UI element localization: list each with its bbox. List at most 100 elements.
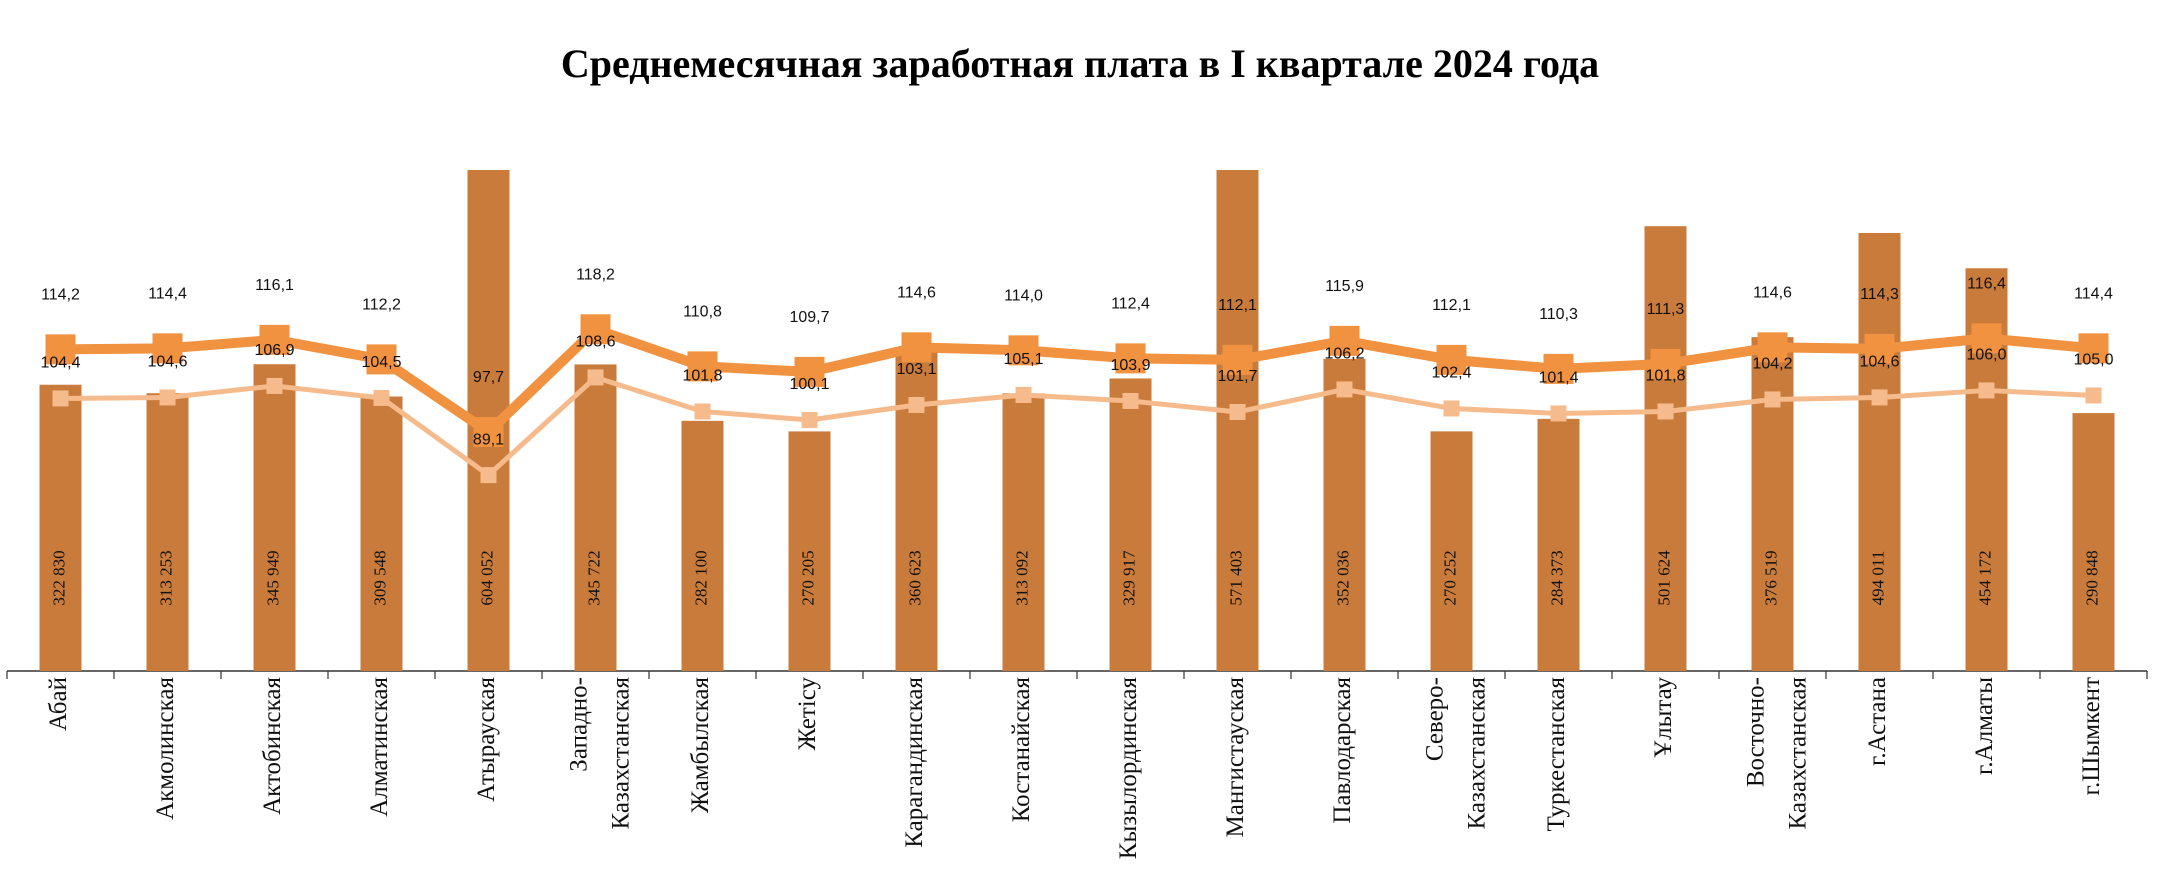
line-value-label: 116,4 xyxy=(1967,276,2006,293)
line-marker xyxy=(1757,332,1788,363)
line-marker xyxy=(1864,333,1895,364)
x-tick-label: Карагандинская xyxy=(901,676,928,847)
line-marker xyxy=(1871,389,1888,406)
line-value-label: 108,6 xyxy=(575,334,615,351)
line-marker xyxy=(687,351,718,382)
bar-value-label: 313 092 xyxy=(1012,550,1031,605)
line-marker xyxy=(1222,344,1253,375)
bar xyxy=(1323,358,1366,671)
x-tick-label: г.Алматы xyxy=(1971,677,1998,775)
line-value-label: 104,4 xyxy=(40,355,80,372)
line-marker xyxy=(366,344,397,375)
bar xyxy=(1644,226,1687,671)
bar xyxy=(2072,413,2115,671)
line-marker xyxy=(1115,343,1146,374)
x-tick-label: Западно- Казахстанская xyxy=(565,677,634,830)
line-marker xyxy=(159,389,176,406)
line-value-label: 101,4 xyxy=(1538,370,1578,387)
bar-value-label: 604 052 xyxy=(477,550,496,605)
line-marker xyxy=(1229,403,1246,420)
line-marker xyxy=(1336,381,1353,398)
line-value-label: 114,6 xyxy=(897,285,936,302)
line-value-label: 104,5 xyxy=(361,354,401,371)
line-value-label: 116,1 xyxy=(255,277,294,294)
line-value-label: 118,2 xyxy=(576,267,615,284)
line-marker xyxy=(908,396,925,413)
line-value-label: 106,2 xyxy=(1324,346,1364,363)
bar-value-label: 270 205 xyxy=(798,550,817,605)
x-tick-label: Акмолинская xyxy=(152,677,179,820)
line-marker xyxy=(1650,348,1681,379)
bar-value-label: 345 722 xyxy=(584,550,603,605)
line-marker xyxy=(1443,400,1460,417)
line-value-label: 114,6 xyxy=(1753,285,1792,302)
x-tick-label: Костанайская xyxy=(1008,677,1035,823)
line-marker xyxy=(801,411,818,428)
line-value-label: 112,1 xyxy=(1432,297,1471,314)
line-value-label: 110,8 xyxy=(683,304,722,321)
bar-value-label: 571 403 xyxy=(1226,550,1245,605)
line-value-label: 114,3 xyxy=(1860,286,1899,303)
line-marker xyxy=(2085,387,2102,404)
line-value-label: 109,7 xyxy=(789,309,829,326)
line-marker xyxy=(580,314,611,345)
bar-value-label: 284 373 xyxy=(1547,550,1566,605)
line-value-label: 104,2 xyxy=(1752,356,1792,373)
bar-value-label: 309 548 xyxy=(370,550,389,605)
bar-value-label: 376 519 xyxy=(1761,550,1780,605)
line-marker xyxy=(1122,392,1139,409)
bar-value-label: 454 172 xyxy=(1975,550,1994,605)
line-marker xyxy=(901,332,932,363)
x-tick-label: г.Астана xyxy=(1864,677,1891,766)
line-marker xyxy=(1436,344,1467,375)
bar-value-label: 329 917 xyxy=(1119,550,1138,606)
line-marker xyxy=(1015,386,1032,403)
line-marker xyxy=(1978,382,1995,399)
line-value-label: 112,2 xyxy=(362,297,401,314)
bar xyxy=(360,396,403,671)
line-marker xyxy=(373,389,390,406)
line-marker xyxy=(694,403,711,420)
bar-value-label: 282 100 xyxy=(691,550,710,605)
x-tick-label: Туркестанская xyxy=(1543,677,1570,832)
bar-value-label: 345 949 xyxy=(263,550,282,605)
bar-value-label: 360 623 xyxy=(905,550,924,605)
line-marker xyxy=(152,333,183,364)
bar xyxy=(1109,378,1152,671)
line-value-label: 114,4 xyxy=(148,286,187,303)
bar xyxy=(1430,431,1473,671)
bar-value-label: 352 036 xyxy=(1333,550,1352,605)
line-marker xyxy=(266,377,283,394)
x-tick-label: Актобинская xyxy=(259,677,286,815)
x-tick-label: Жетісу xyxy=(794,677,821,751)
line-value-label: 112,1 xyxy=(1218,297,1257,314)
bar xyxy=(1858,232,1901,672)
line-marker xyxy=(1008,335,1039,366)
line-value-label: 111,3 xyxy=(1647,301,1685,318)
line-marker xyxy=(1543,353,1574,384)
line-value-label: 103,9 xyxy=(1110,357,1150,374)
x-tick-label: Ұлытау xyxy=(1650,677,1677,758)
bar xyxy=(681,420,724,671)
x-tick-label: Абай xyxy=(45,677,72,731)
x-tick-label: Кызылординская xyxy=(1115,677,1142,860)
bar xyxy=(1216,170,1259,671)
bar xyxy=(574,364,617,671)
line-marker xyxy=(2078,333,2109,364)
bar xyxy=(253,364,296,671)
line-marker xyxy=(587,369,604,386)
x-tick-label: Жамбылская xyxy=(687,677,714,814)
bar-value-label: 270 252 xyxy=(1440,550,1459,605)
line-value-label: 114,2 xyxy=(41,287,80,304)
line-marker xyxy=(1764,391,1781,408)
line-value-label: 106,0 xyxy=(1966,347,2006,364)
line-value-label: 104,6 xyxy=(1859,354,1899,371)
line-value-label: 114,4 xyxy=(2074,286,2113,303)
line-marker xyxy=(1329,325,1360,356)
line-value-label: 114,0 xyxy=(1004,288,1043,305)
bar-value-label: 322 830 xyxy=(49,550,68,605)
x-tick-label: Павлодарская xyxy=(1329,677,1356,824)
line-marker xyxy=(1657,403,1674,420)
line-marker xyxy=(794,356,825,387)
